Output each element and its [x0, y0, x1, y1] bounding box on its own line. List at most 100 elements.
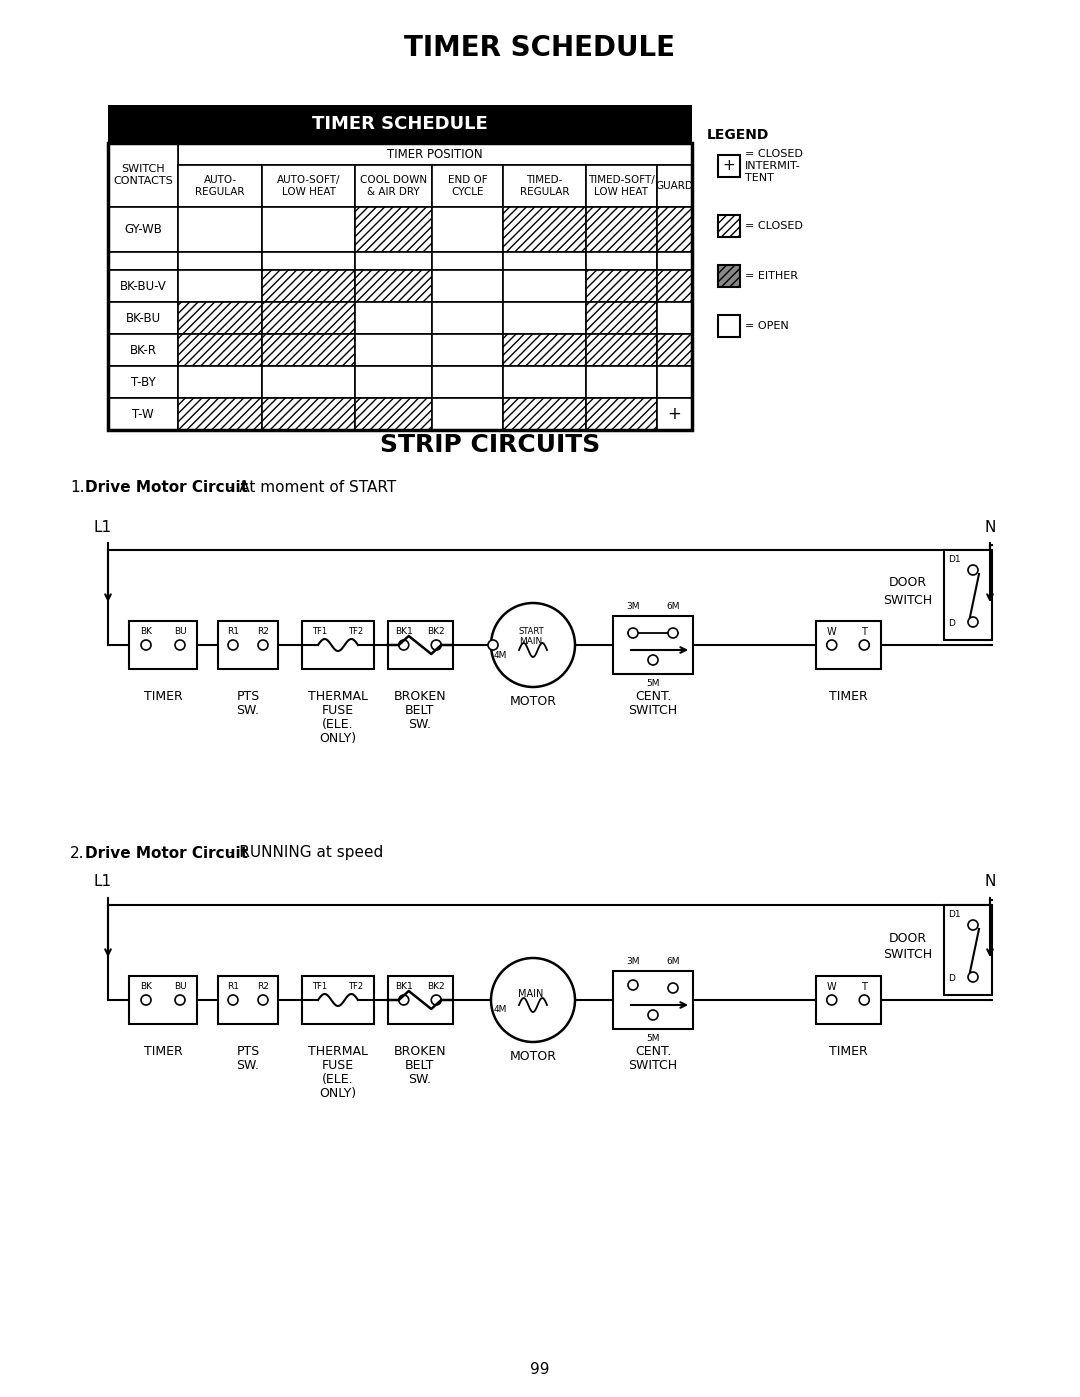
Text: TIMER: TIMER: [144, 690, 183, 703]
Text: ONLY): ONLY): [320, 1087, 356, 1099]
Text: SWITCH: SWITCH: [629, 1059, 677, 1071]
Bar: [586, 207, 657, 251]
Text: 4M: 4M: [494, 651, 508, 659]
Bar: [108, 334, 178, 366]
Bar: [586, 302, 657, 334]
Bar: [503, 334, 586, 366]
Text: (ELE.: (ELE.: [322, 1073, 354, 1085]
Text: END OF
CYCLE: END OF CYCLE: [448, 175, 487, 197]
Bar: [586, 270, 657, 302]
Text: Drive Motor Circuit: Drive Motor Circuit: [85, 845, 248, 861]
Text: BK-R: BK-R: [130, 344, 157, 356]
Text: FUSE: FUSE: [322, 1059, 354, 1071]
Bar: [718, 265, 740, 286]
Text: T-BY: T-BY: [131, 376, 156, 388]
Text: TIMER: TIMER: [828, 1045, 867, 1058]
Circle shape: [228, 640, 238, 650]
Bar: [262, 302, 355, 334]
Bar: [657, 251, 692, 270]
Circle shape: [141, 640, 151, 650]
Bar: [108, 302, 178, 334]
Text: T: T: [862, 627, 867, 637]
Bar: [355, 207, 432, 251]
Circle shape: [431, 995, 442, 1004]
Text: R1: R1: [227, 982, 239, 990]
Circle shape: [141, 995, 151, 1004]
Text: 6M: 6M: [666, 957, 679, 965]
Bar: [262, 207, 355, 251]
Text: THERMAL: THERMAL: [308, 690, 368, 703]
Text: 3M: 3M: [626, 957, 639, 965]
Text: N: N: [984, 875, 996, 890]
Text: FUSE: FUSE: [322, 704, 354, 717]
Text: BK2: BK2: [428, 982, 445, 990]
Text: LEGEND: LEGEND: [706, 129, 769, 142]
Bar: [178, 251, 262, 270]
Bar: [355, 334, 432, 366]
Bar: [178, 270, 262, 302]
Text: CENT.: CENT.: [635, 690, 671, 703]
Bar: [108, 270, 178, 302]
Text: R1: R1: [227, 627, 239, 636]
Bar: [944, 550, 993, 640]
Text: PTS: PTS: [237, 690, 259, 703]
Text: MOTOR: MOTOR: [510, 694, 556, 708]
Bar: [432, 302, 503, 334]
Circle shape: [968, 921, 978, 930]
Bar: [657, 366, 692, 398]
Text: GUARD: GUARD: [656, 182, 693, 191]
Bar: [262, 251, 355, 270]
Bar: [178, 207, 262, 251]
Text: BU: BU: [174, 627, 187, 636]
Text: = CLOSED: = CLOSED: [745, 221, 802, 231]
Text: T-W: T-W: [132, 408, 153, 420]
Text: L1: L1: [94, 875, 112, 890]
Text: 5M: 5M: [646, 1034, 660, 1044]
Bar: [355, 398, 432, 430]
Text: CENT.: CENT.: [635, 1045, 671, 1058]
Text: N: N: [984, 520, 996, 535]
Bar: [503, 270, 586, 302]
Bar: [218, 977, 278, 1024]
Bar: [355, 165, 432, 207]
Bar: [262, 366, 355, 398]
Bar: [178, 366, 262, 398]
Circle shape: [968, 617, 978, 627]
Text: W: W: [827, 982, 837, 992]
Bar: [503, 398, 586, 430]
Bar: [718, 155, 740, 177]
Bar: [657, 165, 692, 207]
Text: SW.: SW.: [237, 704, 259, 717]
Bar: [355, 270, 432, 302]
Text: GY-WB: GY-WB: [124, 224, 162, 236]
Bar: [432, 207, 503, 251]
Bar: [503, 207, 586, 251]
Text: SWITCH: SWITCH: [629, 704, 677, 717]
Text: D: D: [948, 974, 955, 983]
Bar: [178, 142, 692, 165]
Text: W: W: [827, 627, 837, 637]
Bar: [432, 334, 503, 366]
Text: TF1: TF1: [312, 982, 327, 990]
Bar: [432, 270, 503, 302]
Text: TIMED-SOFT/
LOW HEAT: TIMED-SOFT/ LOW HEAT: [589, 175, 654, 197]
Text: BK2: BK2: [428, 627, 445, 636]
Circle shape: [258, 995, 268, 1004]
Bar: [815, 977, 880, 1024]
Bar: [178, 302, 262, 334]
Bar: [302, 977, 374, 1024]
Text: - At moment of START: - At moment of START: [224, 481, 396, 496]
Text: R2: R2: [257, 627, 269, 636]
Bar: [108, 398, 178, 430]
Text: STRIP CIRCUITS: STRIP CIRCUITS: [380, 433, 600, 457]
Text: 3M: 3M: [626, 602, 639, 610]
Text: 4M: 4M: [494, 1006, 508, 1014]
Bar: [503, 366, 586, 398]
Text: SWITCH
CONTACTS: SWITCH CONTACTS: [113, 165, 173, 186]
Text: TIMER: TIMER: [828, 690, 867, 703]
Text: +: +: [667, 405, 681, 423]
Text: TIMER POSITION: TIMER POSITION: [388, 148, 483, 161]
Circle shape: [488, 640, 498, 650]
Circle shape: [175, 995, 185, 1004]
Text: DOOR: DOOR: [889, 577, 927, 590]
